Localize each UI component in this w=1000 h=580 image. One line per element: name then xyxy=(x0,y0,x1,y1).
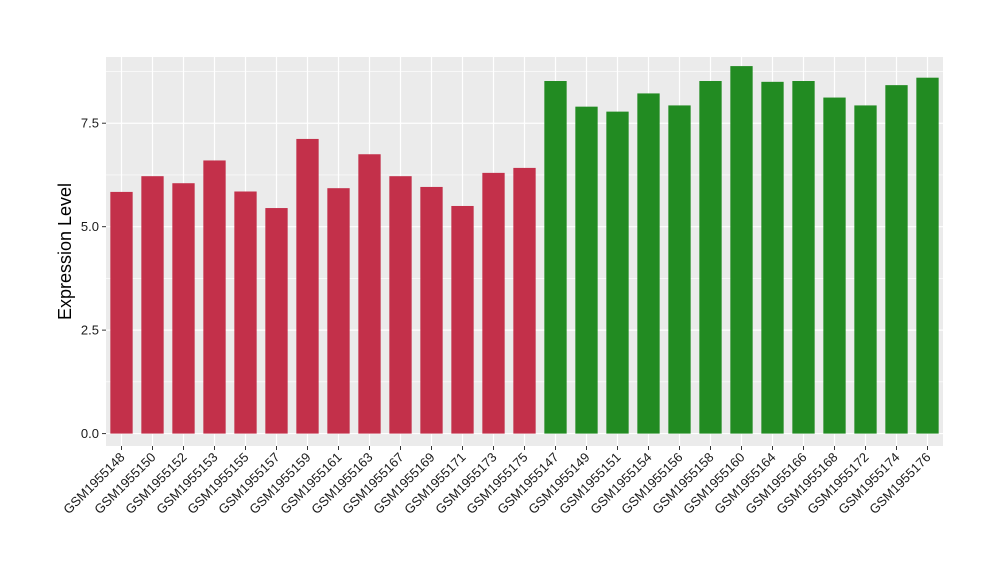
y-axis-title: Expression Level xyxy=(55,183,75,320)
y-tick-label: 0.0 xyxy=(81,426,99,441)
bar-GSM1955171 xyxy=(451,205,474,434)
bar-GSM1955169 xyxy=(420,186,443,434)
bar-GSM1955176 xyxy=(916,77,939,434)
bar-GSM1955166 xyxy=(792,81,815,434)
bar-GSM1955175 xyxy=(513,167,536,434)
bar-GSM1955155 xyxy=(234,191,257,434)
bar-GSM1955154 xyxy=(637,93,660,434)
bar-GSM1955168 xyxy=(823,97,846,434)
y-axis: 0.0 2.5 5.0 7.5 xyxy=(81,116,106,441)
x-axis: GSM1955148GSM1955150GSM1955152GSM1955153… xyxy=(60,446,934,517)
bar-GSM1955153 xyxy=(203,160,226,434)
bars xyxy=(110,66,939,434)
bar-GSM1955163 xyxy=(358,154,381,434)
bar-GSM1955174 xyxy=(885,85,908,434)
bar-GSM1955156 xyxy=(668,105,691,434)
bar-GSM1955161 xyxy=(327,188,350,434)
bar-GSM1955150 xyxy=(141,176,164,434)
bar-GSM1955173 xyxy=(482,172,505,434)
bar-GSM1955148 xyxy=(110,191,133,434)
y-tick-label: 5.0 xyxy=(81,219,99,234)
bar-GSM1955149 xyxy=(575,106,598,434)
bar-GSM1955167 xyxy=(389,176,412,434)
y-tick-label: 2.5 xyxy=(81,323,99,338)
bar-GSM1955152 xyxy=(172,183,195,434)
bar-GSM1955151 xyxy=(606,111,629,434)
bar-GSM1955172 xyxy=(854,105,877,434)
bar-GSM1955147 xyxy=(544,81,567,434)
bar-GSM1955158 xyxy=(699,81,722,434)
bar-GSM1955157 xyxy=(265,208,288,434)
bar-GSM1955164 xyxy=(761,81,784,434)
bar-GSM1955159 xyxy=(296,138,319,434)
bar-GSM1955160 xyxy=(730,66,753,434)
y-tick-label: 7.5 xyxy=(81,116,99,131)
